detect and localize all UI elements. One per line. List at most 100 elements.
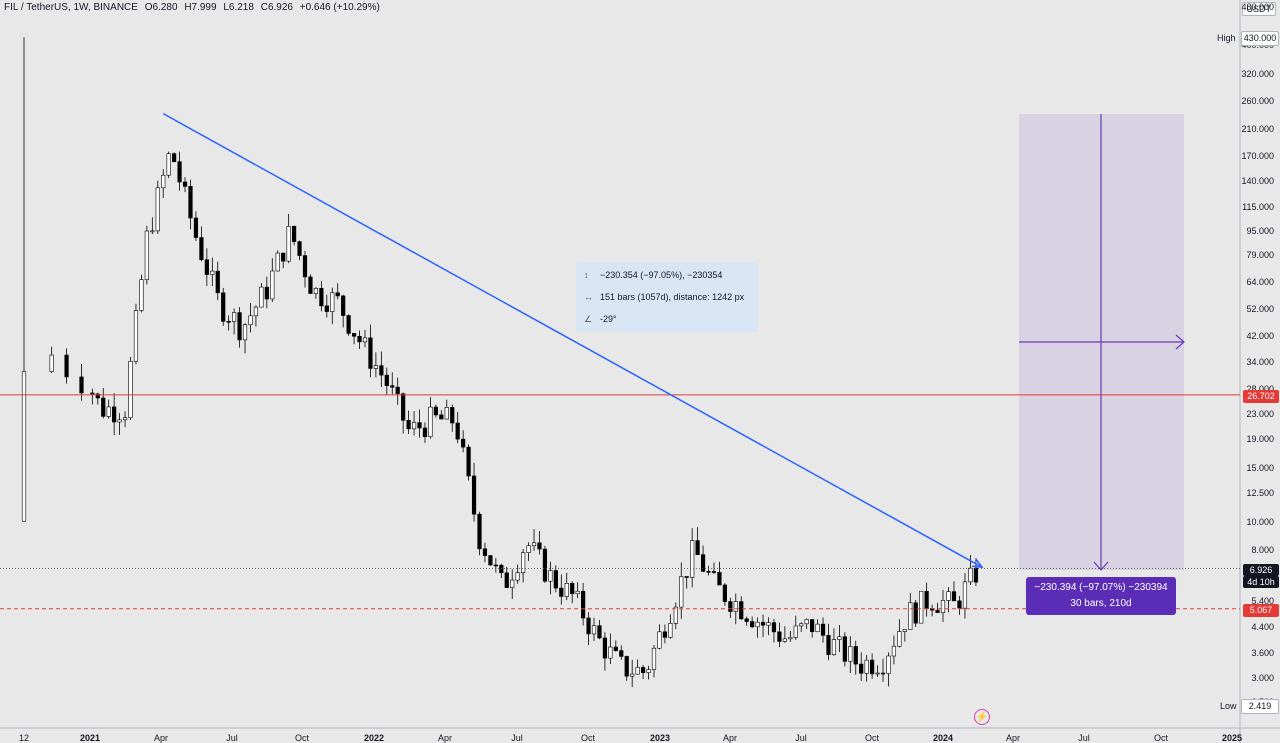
candle-body-131 — [788, 636, 793, 640]
candle-body-8 — [117, 419, 122, 423]
price-tick-label: 260.000 — [1241, 96, 1274, 106]
candle-body-61 — [406, 420, 411, 430]
price-tick-label: 170.000 — [1241, 151, 1274, 161]
candle-body-161 — [951, 591, 957, 602]
candle-body-142 — [848, 646, 853, 662]
candle-body-6 — [106, 406, 111, 417]
candle-body-72 — [466, 446, 471, 477]
price-tick-label: 115.000 — [1242, 202, 1274, 212]
candle-body-123 — [744, 618, 749, 622]
candle-body-57 — [384, 374, 389, 386]
candle-body-88 — [553, 570, 558, 589]
candle-body-82 — [521, 552, 526, 574]
candle-body-100 — [619, 650, 624, 657]
candle-body-51 — [351, 333, 357, 337]
symbol-header: FIL / TetherUS, 1W, BINANCE O6.280 H7.99… — [4, 2, 384, 13]
time-tick-label: 12 — [18, 733, 30, 743]
price-tick-label: 95.000 — [1246, 226, 1274, 236]
candle-body-90 — [564, 583, 569, 597]
candle-body-28 — [226, 320, 231, 323]
candle-body-22 — [193, 217, 199, 238]
angle-row: ∠ -29° — [584, 312, 617, 326]
candle-body-110 — [673, 606, 678, 624]
candle-body-25 — [210, 270, 215, 275]
low-label: Low — [1220, 701, 1237, 711]
flash-icon[interactable]: ⚡ — [974, 709, 990, 725]
price-tick-label: 28.000 — [1246, 384, 1274, 394]
candle-body-98 — [608, 646, 613, 659]
candle-body-102 — [630, 673, 635, 677]
candle-body-64 — [422, 427, 428, 437]
candle-body-18 — [172, 153, 177, 163]
trendline — [162, 112, 983, 568]
candle-body-19 — [177, 161, 182, 183]
candle-body-124 — [750, 621, 755, 628]
price-tick-label: 15.000 — [1246, 463, 1274, 473]
candle-body-21 — [188, 186, 193, 219]
candle-body-84 — [531, 542, 537, 547]
candle-body-30 — [237, 312, 242, 341]
candle-body-85 — [537, 542, 542, 550]
candle-body-126 — [760, 621, 766, 626]
candle-body-54 — [368, 337, 373, 369]
candle-body-136 — [815, 623, 820, 633]
candle-body-152 — [902, 629, 907, 632]
candle-body-29 — [232, 312, 237, 322]
candle-body-81 — [515, 572, 520, 581]
candle-body-137 — [820, 623, 826, 636]
price-tick-label: 34.000 — [1246, 357, 1274, 367]
candle-body-92 — [575, 590, 580, 595]
candle-body-107 — [657, 631, 662, 649]
candle-body-106 — [651, 647, 657, 670]
low-value-tag: 2.419 — [1241, 699, 1279, 714]
candle-body-2 — [79, 376, 84, 394]
range-arrow-head-down — [1093, 561, 1109, 571]
candle-body-160 — [946, 591, 951, 601]
candle-body-139 — [831, 639, 837, 655]
candle-body-111 — [679, 576, 684, 608]
candle-body-133 — [799, 623, 804, 627]
candle-body-23 — [199, 237, 204, 260]
ohlc-close: C6.926 — [260, 2, 293, 13]
price-tick-label: 42.000 — [1246, 331, 1274, 341]
candle-body-65 — [428, 406, 433, 437]
candle-body-16 — [161, 174, 166, 189]
candle-body-26 — [215, 270, 220, 294]
candle-body-5 — [101, 397, 106, 417]
candle-body-108 — [662, 631, 667, 638]
price-range-label: −230.394 (−97.07%) −230394 30 bars, 210d — [1026, 577, 1176, 615]
candle-body-91 — [570, 583, 575, 595]
candle-body-73 — [471, 475, 477, 515]
drawing-layer — [0, 112, 1240, 610]
symbol-title[interactable]: FIL / TetherUS, 1W, BINANCE — [4, 2, 138, 13]
price-tick-label: 10.000 — [1246, 517, 1274, 527]
candle-body-121 — [733, 601, 738, 612]
candle-body-103 — [635, 667, 640, 675]
currency-button[interactable]: USDT — [1241, 2, 1276, 16]
price-tick-label: 5.400 — [1251, 596, 1274, 606]
time-tick-label: Jul — [795, 733, 807, 743]
candle-body-143 — [853, 646, 858, 665]
candle-body-32 — [248, 315, 253, 325]
time-tick-label: Jul — [1078, 733, 1090, 743]
time-tick-label: Apr — [1005, 733, 1021, 743]
candle-body-113 — [690, 540, 695, 578]
support-price-tag: 5.067 — [1243, 604, 1279, 617]
candle-body-3 — [90, 392, 95, 395]
candle-body-156 — [924, 590, 929, 609]
candle-body-17 — [166, 153, 171, 176]
price-tick-label: 8.000 — [1251, 545, 1274, 555]
candle-body-35 — [264, 286, 269, 300]
candle-body-27 — [221, 292, 226, 322]
price-range-text: −230.354 (−97.05%), −230354 — [600, 270, 723, 280]
candle-body-79 — [504, 572, 509, 588]
candle-body-149 — [886, 655, 891, 674]
time-tick-label: Apr — [437, 733, 453, 743]
candle-body-134 — [804, 619, 809, 625]
candle-body-147 — [875, 672, 880, 675]
price-tick-label: 79.000 — [1246, 250, 1274, 260]
candle-body-104 — [640, 667, 646, 673]
candle-body-7 — [112, 406, 117, 423]
candle-body-97 — [602, 637, 608, 659]
